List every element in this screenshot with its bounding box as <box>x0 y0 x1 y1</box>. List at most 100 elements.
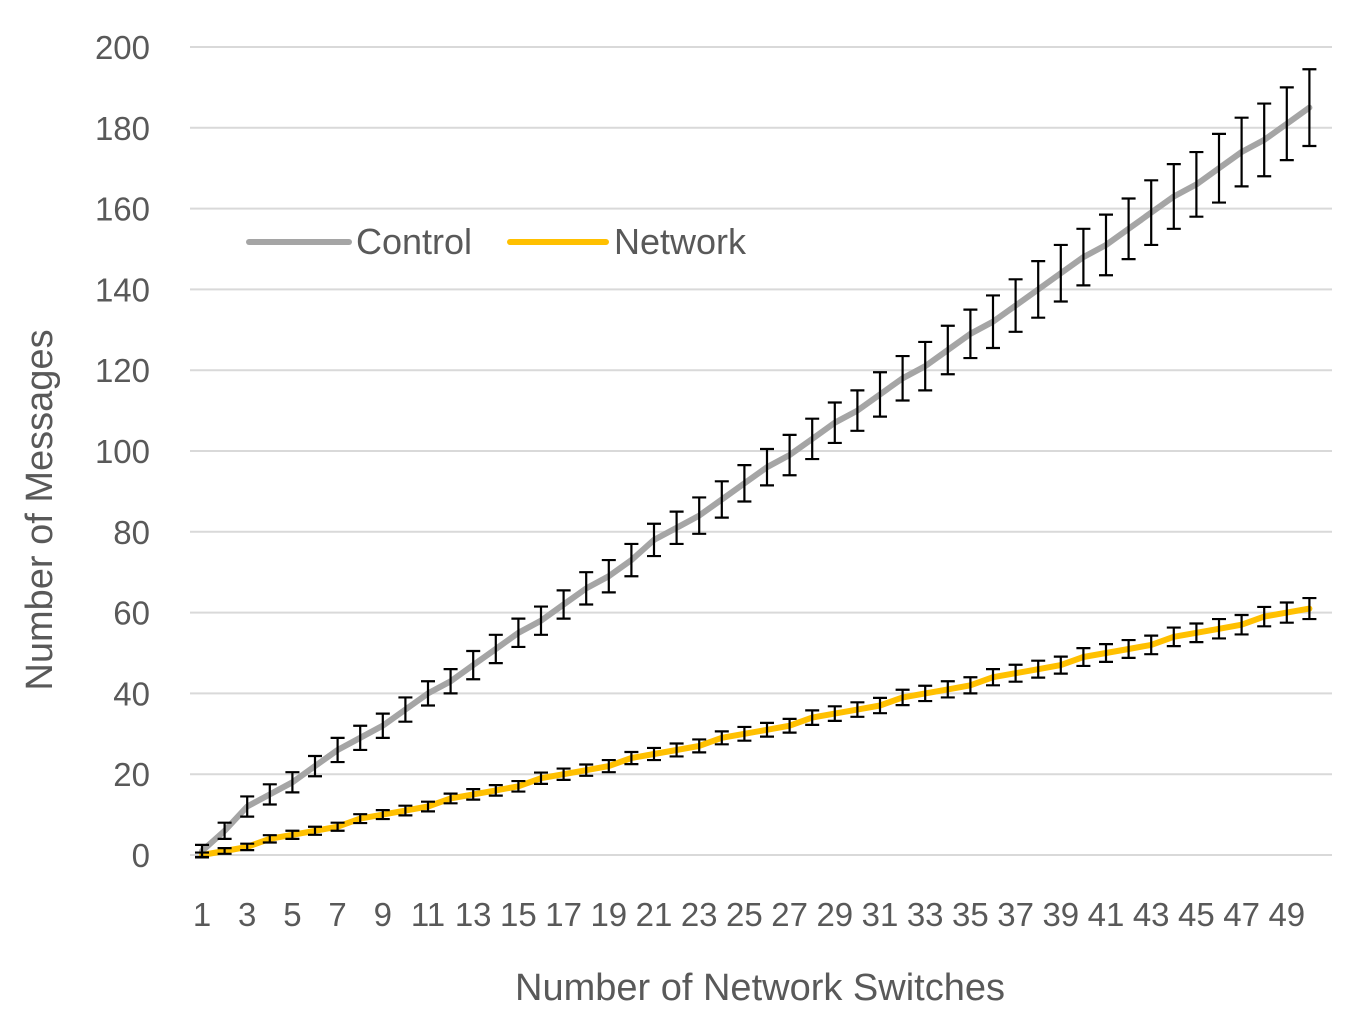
error-bar-control <box>421 680 435 707</box>
error-bar-control <box>375 712 390 739</box>
y-tick-label: 20 <box>113 756 150 793</box>
error-bar-network <box>1076 647 1091 668</box>
error-bar-network <box>466 788 481 801</box>
error-bar-network <box>714 730 729 746</box>
error-bar-network <box>918 684 933 703</box>
x-tick-label: 13 <box>455 896 492 933</box>
x-tick-label: 15 <box>500 896 537 933</box>
x-tick-label: 45 <box>1178 896 1215 933</box>
error-bar-network <box>940 680 955 699</box>
error-bar-network <box>850 701 865 718</box>
error-bar-network <box>873 696 887 715</box>
x-tick-label: 47 <box>1223 896 1260 933</box>
y-tick-label: 60 <box>113 595 150 632</box>
error-bar-control <box>1121 197 1136 261</box>
x-tick-label: 7 <box>328 896 346 933</box>
error-bar-control <box>285 771 300 794</box>
error-bar-control <box>692 496 707 535</box>
error-bar-control <box>534 605 548 636</box>
x-tick-label: 33 <box>907 896 944 933</box>
error-bar-network <box>308 825 322 836</box>
error-bar-control <box>1212 132 1226 204</box>
x-tick-label: 31 <box>862 896 899 933</box>
error-bar-control <box>398 696 413 723</box>
error-bar-network <box>986 668 1000 687</box>
x-tick-label: 41 <box>1088 896 1125 933</box>
error-bar-network <box>647 746 661 762</box>
y-tick-label: 40 <box>113 675 150 712</box>
series-line-control <box>199 104 1313 854</box>
legend: Control Network <box>246 221 747 262</box>
error-bar-control <box>1166 163 1181 230</box>
error-bar-control <box>262 783 277 806</box>
error-bar-network <box>353 813 368 825</box>
x-tick-label: 43 <box>1133 896 1170 933</box>
y-tick-label: 140 <box>95 271 150 308</box>
error-bar-control <box>1008 278 1023 333</box>
error-bar-control <box>240 795 255 818</box>
error-bar-network <box>737 725 752 742</box>
x-tick-label: 19 <box>590 896 627 933</box>
error-bar-control <box>714 480 729 519</box>
error-bar-network <box>579 763 594 777</box>
gridlines <box>190 46 1332 856</box>
error-bar-control <box>1053 243 1068 303</box>
x-tick-label: 37 <box>997 896 1034 933</box>
x-tick-label: 49 <box>1268 896 1305 933</box>
error-bar-network <box>601 758 616 774</box>
error-bar-control <box>986 294 1000 350</box>
y-axis-tick-labels: 0 20 40 60 80 100 120 140 160 180 200 <box>95 29 150 874</box>
error-bar-network <box>782 717 797 734</box>
error-bar-network <box>1008 663 1023 683</box>
error-bar-control <box>217 821 232 840</box>
error-bar-control <box>308 754 322 778</box>
error-bar-control <box>443 668 458 695</box>
error-bar-control <box>1189 150 1204 218</box>
error-bar-network <box>1144 634 1159 656</box>
y-tick-label: 200 <box>95 29 150 66</box>
error-bar-control <box>850 389 865 432</box>
legend-label-control: Control <box>356 221 472 262</box>
error-bar-network <box>1053 655 1068 675</box>
x-tick-label: 11 <box>411 896 445 933</box>
error-bar-network <box>1212 617 1226 640</box>
y-tick-label: 100 <box>95 433 150 470</box>
error-bar-network <box>1121 638 1136 659</box>
error-bar-network <box>330 821 345 832</box>
error-bar-control <box>873 371 887 418</box>
error-bar-network <box>1257 605 1272 628</box>
y-tick-label: 160 <box>95 191 150 228</box>
error-bar-control <box>940 324 955 376</box>
error-bar-network <box>692 738 707 754</box>
y-tick-label: 0 <box>132 837 150 874</box>
error-bar-control <box>737 464 752 503</box>
y-tick-label: 180 <box>95 110 150 147</box>
error-bar-control <box>918 340 933 392</box>
error-bar-control <box>669 510 684 546</box>
error-bar-network <box>760 721 774 738</box>
error-bar-control <box>1144 179 1159 247</box>
error-bar-control <box>330 736 345 764</box>
series-line-network <box>199 605 1313 858</box>
error-bar-control <box>1257 102 1272 178</box>
error-bar-network <box>1279 601 1294 624</box>
error-bar-control <box>647 522 661 558</box>
legend-label-network: Network <box>614 221 747 262</box>
error-bar-control <box>760 447 774 487</box>
x-tick-label: 1 <box>193 896 211 933</box>
error-bar-control <box>963 308 978 360</box>
y-tick-label: 120 <box>95 352 150 389</box>
error-bar-control <box>624 542 639 578</box>
x-tick-label: 35 <box>952 896 989 933</box>
x-tick-label: 17 <box>545 896 582 933</box>
error-bar-network <box>511 779 526 793</box>
error-bar-network <box>624 750 639 766</box>
error-bar-network <box>805 709 820 727</box>
error-bar-control <box>1302 68 1317 148</box>
error-bar-control <box>579 571 594 606</box>
error-bar-network <box>398 804 413 817</box>
error-bar-network <box>240 842 255 852</box>
error-bar-control <box>488 633 503 665</box>
error-bar-network <box>488 784 503 797</box>
